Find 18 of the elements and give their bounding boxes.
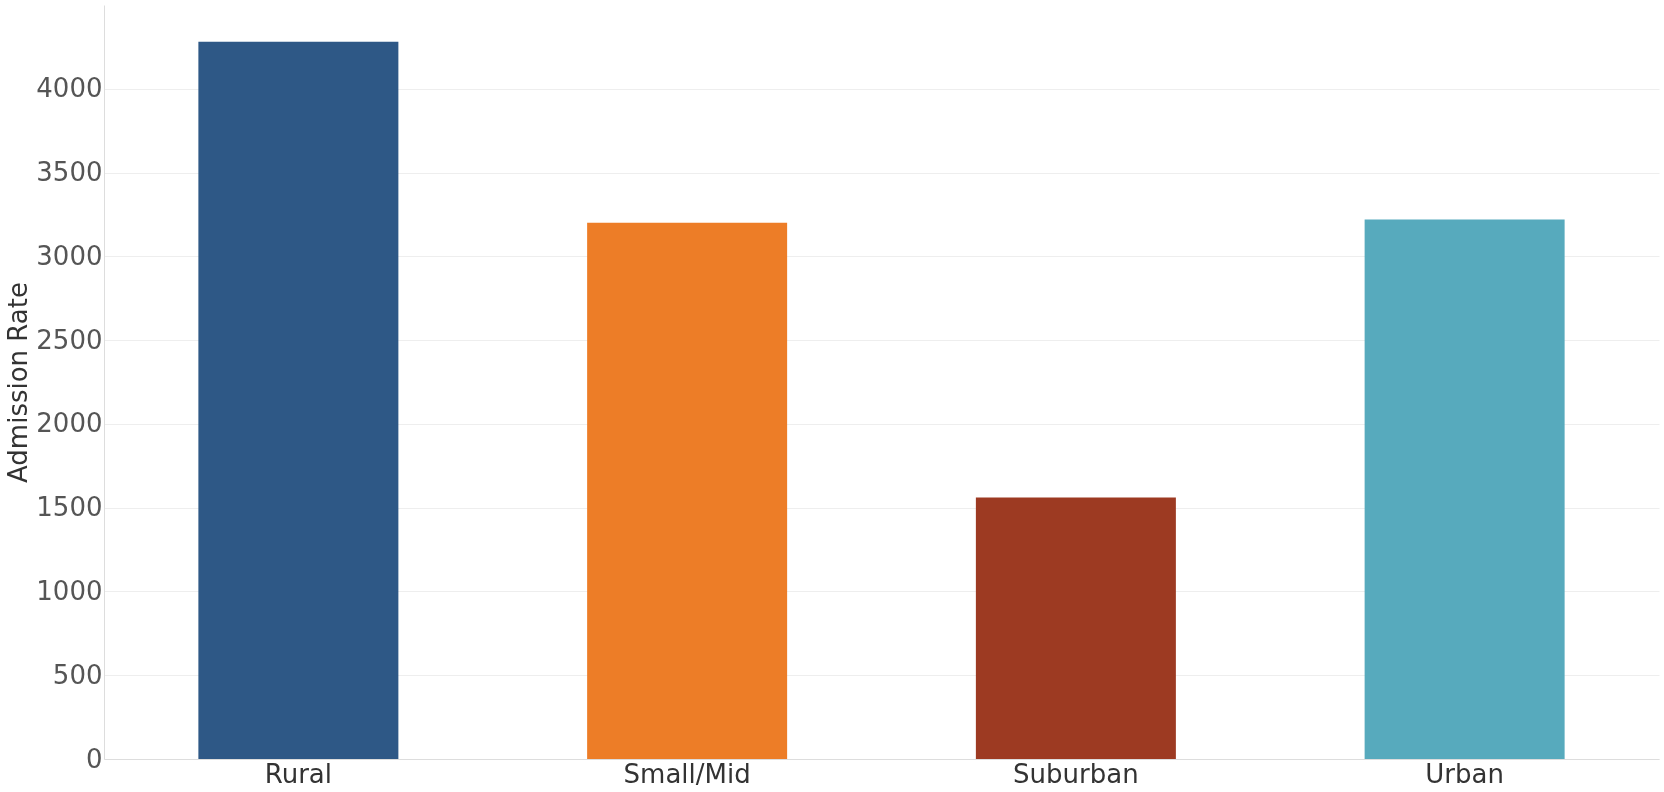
y-tick-label: 3000: [36, 240, 103, 271]
y-tick-label: 2500: [36, 324, 103, 355]
y-axis-title: Admission Rate: [3, 282, 34, 483]
bar: [198, 41, 399, 759]
y-tick-label: 4000: [36, 73, 103, 104]
y-tick-label: 500: [52, 659, 103, 690]
y-tick-label: 2000: [36, 408, 103, 439]
bar: [1364, 219, 1565, 759]
x-tick-label: Urban: [1425, 758, 1504, 789]
y-tick-label: 1500: [36, 492, 103, 523]
bar: [975, 497, 1176, 759]
x-tick-label: Rural: [264, 758, 332, 789]
y-tick-label: 3500: [36, 157, 103, 188]
x-tick-label: Small/Mid: [623, 758, 751, 789]
y-tick-label: 0: [85, 743, 103, 774]
x-tick-label: Suburban: [1013, 758, 1139, 789]
y-tick-label: 1000: [36, 575, 103, 606]
bar: [587, 222, 788, 759]
